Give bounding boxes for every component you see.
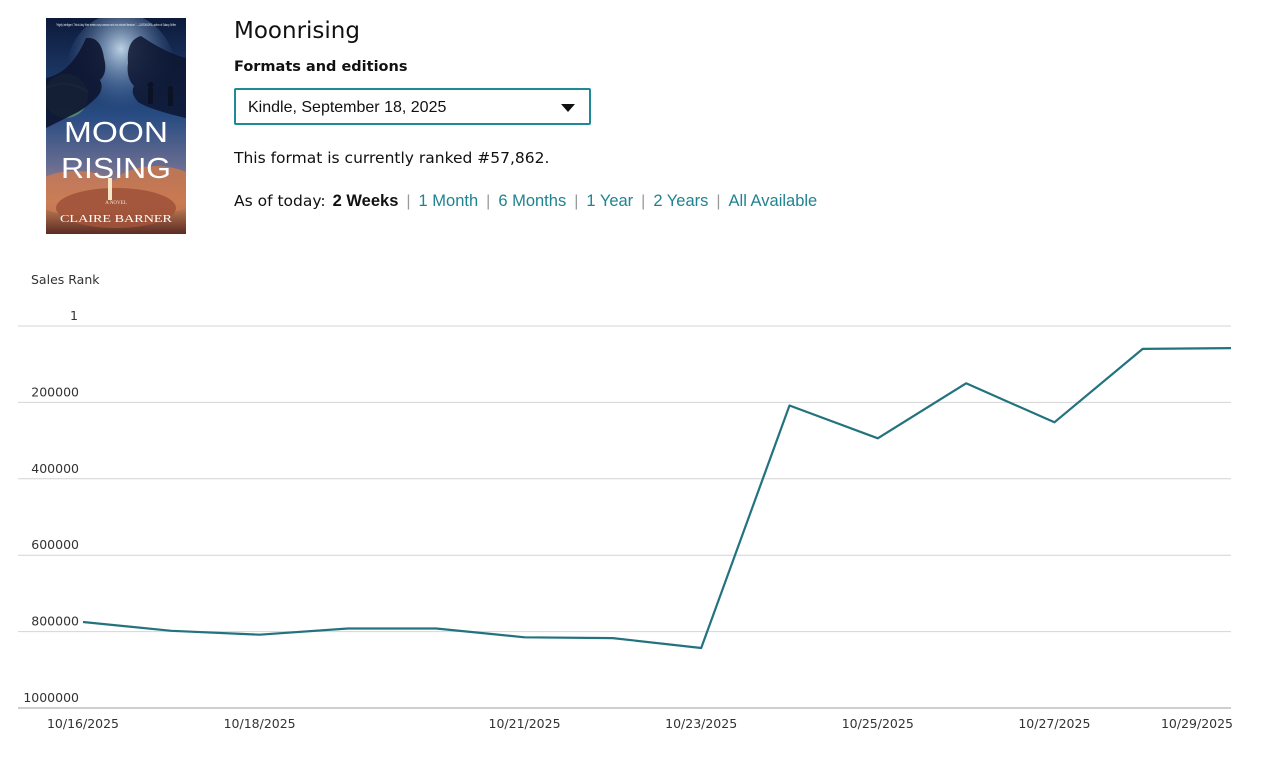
y-axis-label: Sales Rank xyxy=(31,272,100,287)
y-tick-label: 800000 xyxy=(31,614,79,629)
formats-label: Formats and editions xyxy=(234,59,408,75)
cover-author: CLAIRE BARNER xyxy=(60,214,172,225)
range-option-2-years[interactable]: 2 Years xyxy=(653,192,709,210)
x-tick-label: 10/27/2025 xyxy=(1018,716,1090,731)
book-title: Moonrising xyxy=(234,18,360,44)
y-tick-label: 400000 xyxy=(31,461,79,476)
x-tick-label: 10/18/2025 xyxy=(224,716,296,731)
current-rank-text: This format is currently ranked #57,862. xyxy=(234,149,550,167)
x-axis-ticks: 10/16/2025 10/18/2025 10/21/2025 10/23/2025… xyxy=(47,716,1233,731)
format-dropdown-value: Kindle, September 18, 2025 xyxy=(248,99,447,116)
range-separator: | xyxy=(574,193,579,210)
cover-blurb: "Highly intelligent. Think Andy Weir mee… xyxy=(56,22,176,27)
x-tick-label: 10/16/2025 xyxy=(47,716,119,731)
y-tick-label: 200000 xyxy=(31,384,79,399)
format-dropdown[interactable]: Kindle, September 18, 2025 xyxy=(234,88,591,125)
x-tick-label: 10/25/2025 xyxy=(842,716,914,731)
range-separator: | xyxy=(641,193,646,210)
y-tick-label: 1 xyxy=(70,308,78,323)
y-tick-label: 1000000 xyxy=(23,690,79,705)
x-tick-label: 10/23/2025 xyxy=(665,716,737,731)
x-tick-label: 10/29/2025 xyxy=(1161,716,1233,731)
range-option-all-available[interactable]: All Available xyxy=(728,192,818,210)
cover-title-line1: MOON xyxy=(64,117,168,149)
cover-title-line2: RISING xyxy=(61,153,171,185)
caret-down-icon xyxy=(561,104,575,112)
book-cover-art: "Highly intelligent. Think Andy Weir mee… xyxy=(46,18,186,234)
range-option-6-months[interactable]: 6 Months xyxy=(498,192,567,210)
time-range-lead: As of today: xyxy=(234,192,326,210)
x-tick-label: 10/21/2025 xyxy=(489,716,561,731)
range-option-1-year[interactable]: 1 Year xyxy=(586,192,634,210)
chart-grid xyxy=(18,325,1231,709)
range-option-1-month[interactable]: 1 Month xyxy=(418,192,479,210)
book-cover: "Highly intelligent. Think Andy Weir mee… xyxy=(46,18,186,234)
range-separator: | xyxy=(716,193,721,210)
y-axis-ticks: 1 200000 400000 600000 800000 1000000 xyxy=(23,308,79,705)
y-tick-label: 600000 xyxy=(31,537,79,552)
range-separator: | xyxy=(486,193,491,210)
sales-rank-chart: 1 200000 400000 600000 800000 1000000 10/16/2… xyxy=(18,272,1233,731)
sales-rank-line xyxy=(82,347,1232,650)
cover-subtitle: A NOVEL xyxy=(105,201,127,206)
range-separator: | xyxy=(406,193,411,210)
range-option-2-weeks[interactable]: 2 Weeks xyxy=(332,192,399,210)
time-range-selector: As of today: 2 Weeks | 1 Month | 6 Months | 1 Y… xyxy=(234,192,817,211)
